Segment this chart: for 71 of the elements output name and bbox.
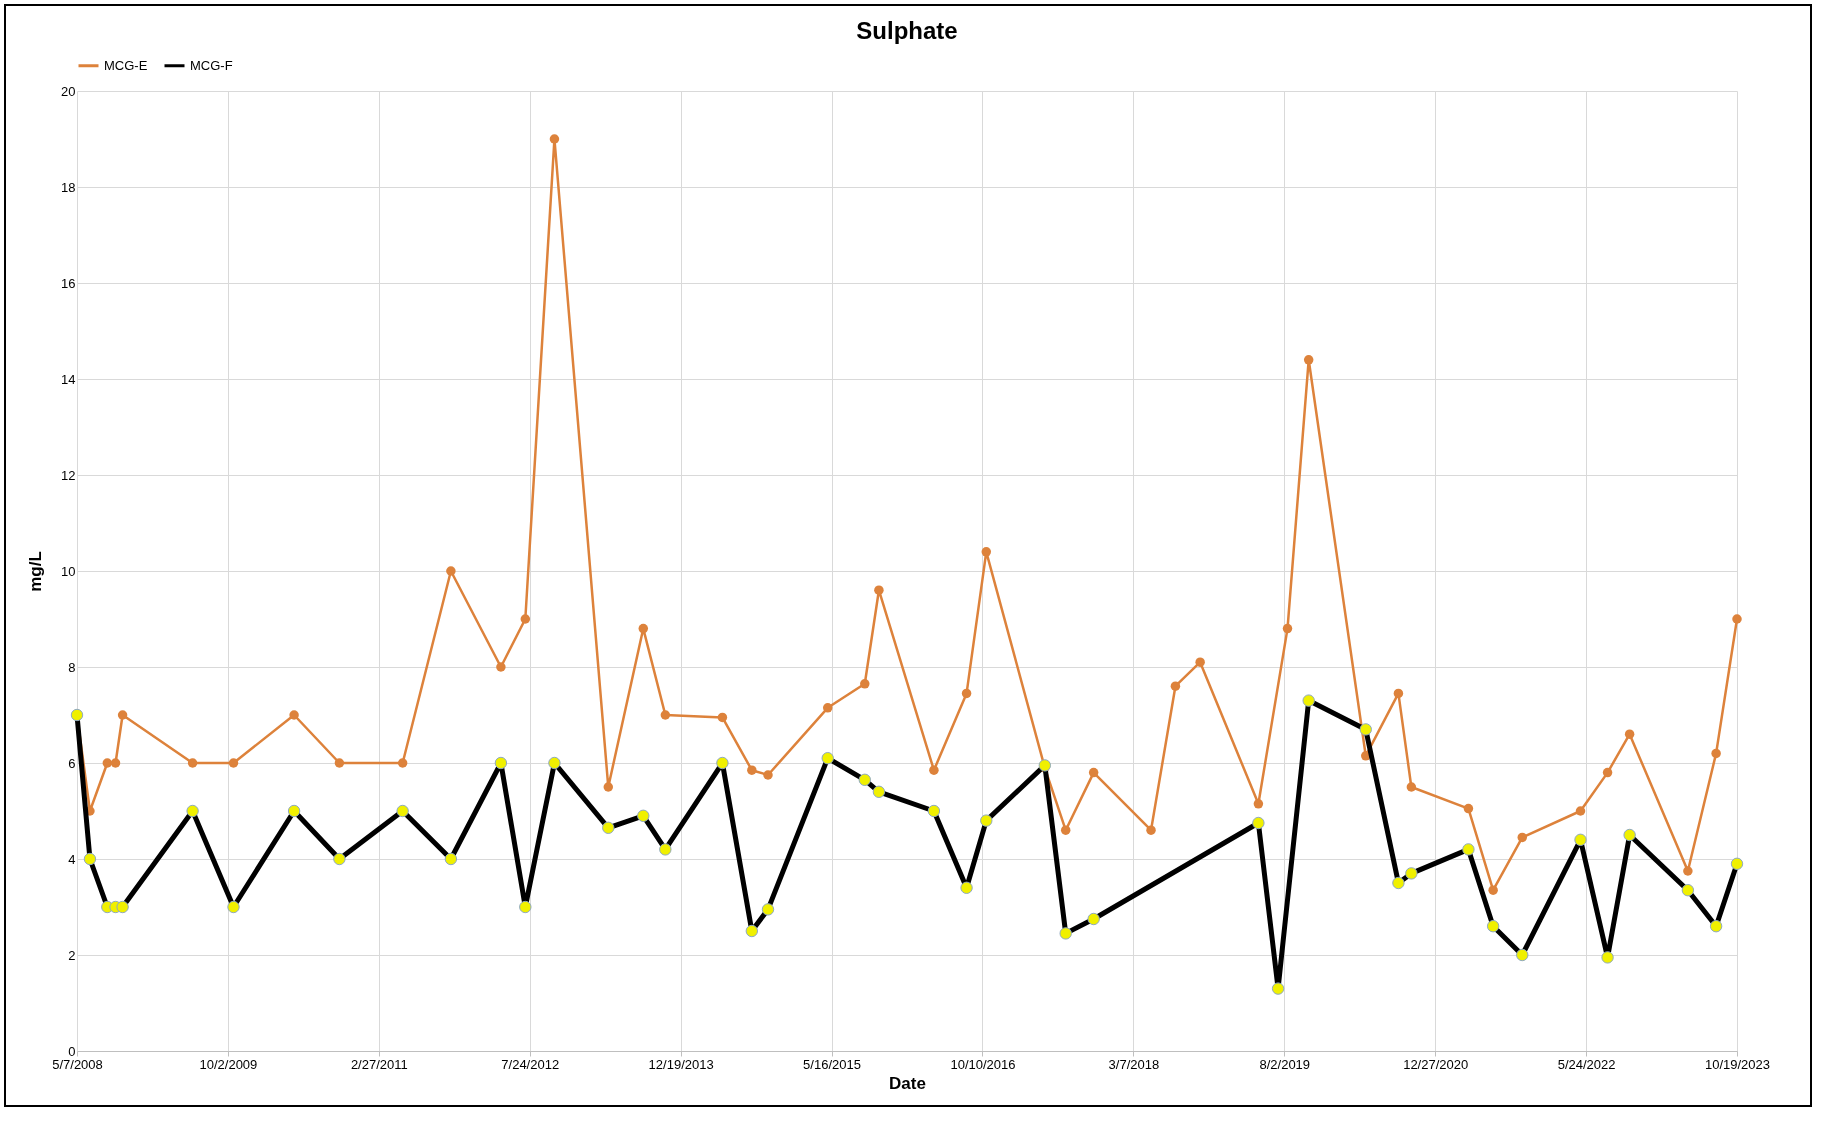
point xyxy=(110,758,121,768)
point xyxy=(1711,748,1721,759)
point xyxy=(747,765,757,775)
x-tick-label: 12/19/2013 xyxy=(648,1056,714,1072)
x-tick-label: 3/7/2018 xyxy=(1108,1056,1160,1072)
point xyxy=(1575,806,1586,816)
point xyxy=(1393,688,1404,699)
y-tick-label: 20 xyxy=(61,83,76,99)
point xyxy=(1517,832,1527,843)
y-tick-label: 2 xyxy=(68,947,76,963)
y-tick-label: 14 xyxy=(61,371,76,387)
point xyxy=(520,614,531,624)
point xyxy=(1463,803,1474,814)
y-tick-label: 16 xyxy=(61,275,76,291)
point xyxy=(228,758,239,768)
x-tick-label: 8/2/2019 xyxy=(1259,1056,1311,1072)
point xyxy=(549,134,560,144)
point xyxy=(1488,885,1498,895)
point xyxy=(1060,825,1071,835)
point xyxy=(1732,614,1742,624)
point xyxy=(102,758,113,768)
x-tick-label: 5/24/2022 xyxy=(1557,1056,1616,1072)
x-tick-label: 10/2/2009 xyxy=(199,1056,258,1072)
y-tick-label: 18 xyxy=(61,179,76,195)
point xyxy=(1088,767,1099,778)
point xyxy=(603,782,614,792)
point xyxy=(1146,825,1156,835)
point xyxy=(334,758,345,768)
point xyxy=(1253,799,1264,809)
point xyxy=(1303,355,1314,365)
point xyxy=(874,585,884,595)
point xyxy=(1195,657,1205,667)
x-axis-title: Date xyxy=(889,1073,926,1093)
point xyxy=(961,688,972,699)
point xyxy=(822,703,833,713)
point xyxy=(1624,729,1635,739)
y-axis-title: mg/L xyxy=(26,551,46,592)
point xyxy=(660,710,671,720)
point xyxy=(446,566,456,576)
x-tick-label: 5/7/2008 xyxy=(52,1056,103,1072)
point xyxy=(187,758,198,768)
point xyxy=(860,679,870,689)
x-tick-label: 12/27/2020 xyxy=(1403,1056,1469,1072)
x-tick-label: 10/10/2016 xyxy=(950,1056,1016,1072)
y-tick-label: 8 xyxy=(68,659,76,675)
x-tick-label: 10/19/2023 xyxy=(1704,1056,1771,1072)
point xyxy=(496,662,506,672)
legend-label: MCG-F xyxy=(190,57,233,73)
point xyxy=(638,623,649,634)
point xyxy=(981,547,992,557)
point xyxy=(117,710,128,720)
point xyxy=(289,710,299,720)
point xyxy=(1602,767,1613,778)
point xyxy=(717,712,728,723)
point xyxy=(929,765,939,775)
x-tick-label: 2/27/2011 xyxy=(350,1056,408,1072)
point xyxy=(1282,623,1293,634)
y-tick-label: 6 xyxy=(68,755,76,771)
y-tick-label: 4 xyxy=(68,851,76,867)
chart-title: Sulphate xyxy=(856,17,958,44)
y-tick-label: 10 xyxy=(61,563,76,579)
point xyxy=(763,770,773,780)
legend-label: MCG-E xyxy=(104,57,148,73)
x-tick-label: 7/24/2012 xyxy=(501,1056,560,1072)
point xyxy=(397,758,408,768)
x-tick-label: 5/16/2015 xyxy=(803,1056,861,1072)
point xyxy=(1406,782,1417,792)
y-tick-label: 12 xyxy=(61,467,76,483)
y-tick-label: 0 xyxy=(68,1043,76,1059)
point xyxy=(1170,681,1181,691)
point xyxy=(1683,866,1693,876)
